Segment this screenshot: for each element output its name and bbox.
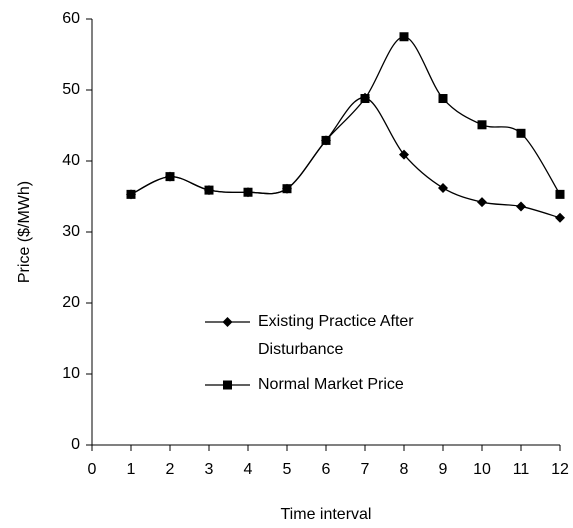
marker [399, 32, 409, 42]
x-tick-label: 4 [244, 461, 253, 478]
x-tick-label: 3 [205, 461, 214, 478]
series-line [130, 36, 561, 195]
y-tick-label: 30 [62, 223, 80, 240]
legend-label: Existing Practice After Disturbance [258, 313, 414, 358]
marker [477, 120, 487, 130]
marker [222, 317, 233, 327]
marker [321, 135, 331, 145]
marker [223, 380, 232, 390]
marker [282, 184, 292, 194]
marker [438, 182, 448, 193]
x-tick-label: 10 [473, 461, 491, 478]
marker [126, 189, 136, 199]
marker [165, 172, 175, 182]
x-tick-label: 0 [88, 461, 97, 478]
y-tick-label: 50 [62, 81, 80, 98]
marker [360, 94, 370, 104]
x-tick-label: 6 [322, 461, 331, 478]
y-tick-label: 60 [62, 10, 80, 27]
marker [438, 94, 448, 104]
marker [555, 189, 565, 199]
y-tick-label: 20 [62, 294, 80, 311]
marker [516, 201, 526, 212]
x-tick-label: 12 [551, 461, 569, 478]
y-tick-label: 40 [62, 152, 80, 169]
x-tick-label: 8 [400, 461, 409, 478]
marker [555, 212, 565, 223]
x-axis-title: Time interval [281, 506, 372, 523]
x-tick-label: 5 [283, 461, 292, 478]
marker [516, 128, 526, 138]
x-tick-label: 1 [127, 461, 136, 478]
y-tick-label: 10 [62, 365, 80, 382]
marker [399, 149, 409, 160]
marker [477, 197, 487, 208]
marker [204, 185, 214, 195]
x-tick-label: 9 [439, 461, 448, 478]
legend-label: Normal Market Price [258, 376, 404, 393]
x-tick-label: 11 [513, 461, 530, 478]
x-tick-label: 2 [166, 461, 175, 478]
series-line [130, 97, 561, 219]
marker [243, 187, 253, 197]
x-tick-label: 7 [361, 461, 370, 478]
y-axis-title: Price ($/MWh) [16, 181, 33, 283]
y-tick-label: 0 [71, 436, 80, 453]
